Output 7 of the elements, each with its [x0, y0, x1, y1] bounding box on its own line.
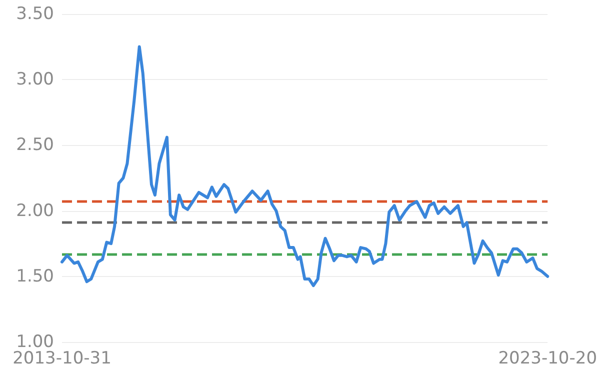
line-series [60, 45, 550, 288]
y-tick-label: 2.50 [16, 135, 54, 156]
y-tick-label: 1.50 [16, 266, 54, 286]
y-tick-label: 3.50 [16, 4, 54, 24]
y-tick-label: 2.00 [16, 200, 54, 221]
y-tick-label: 3.00 [16, 70, 54, 90]
x-tick-label: 2023-10-20 [498, 348, 597, 368]
